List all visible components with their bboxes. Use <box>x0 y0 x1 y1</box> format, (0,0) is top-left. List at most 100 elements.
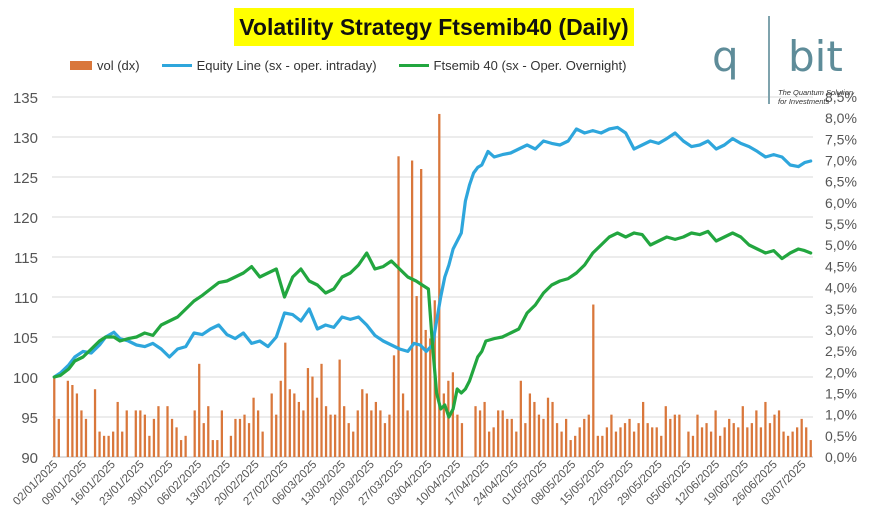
vol-bar <box>270 393 273 457</box>
vol-bar <box>768 423 772 457</box>
vol-bar <box>175 427 178 457</box>
vol-bar <box>302 410 305 457</box>
vol-bar <box>293 393 296 457</box>
vol-bar <box>356 410 359 457</box>
vol-bar <box>655 427 658 457</box>
left-tick-label: 135 <box>13 90 38 107</box>
left-tick-label: 125 <box>13 170 38 187</box>
vol-bar <box>447 380 450 457</box>
vol-bar <box>723 427 726 457</box>
vol-bar <box>429 338 432 457</box>
vol-bar <box>555 423 559 457</box>
vol-bar <box>424 329 427 457</box>
vol-bar <box>352 431 355 457</box>
left-tick-label: 130 <box>13 130 38 147</box>
vol-bar <box>809 440 812 457</box>
vol-bar <box>207 406 210 457</box>
vol-bar <box>98 431 101 457</box>
vol-bar <box>483 401 486 457</box>
vol-bar <box>524 423 527 457</box>
left-tick-label: 95 <box>21 410 38 427</box>
vol-bar <box>379 410 382 457</box>
vol-bar <box>746 427 749 457</box>
right-tick-label: 1,5% <box>825 385 857 401</box>
vol-bar <box>361 389 364 457</box>
vol-bar <box>592 304 595 457</box>
vol-bar <box>306 368 310 457</box>
vol-bar <box>139 410 142 457</box>
vol-bar <box>533 401 536 457</box>
logo-tagline-1: The Quantum Solution <box>778 88 854 97</box>
vol-bar <box>57 418 60 457</box>
left-tick-label: 90 <box>21 450 38 467</box>
legend-label-equity: Equity Line (sx - oper. intraday) <box>196 57 377 73</box>
series-lines <box>52 125 813 419</box>
vol-bar <box>551 401 554 457</box>
vol-bar <box>755 410 758 457</box>
right-tick-label: 7,5% <box>825 131 857 147</box>
vol-bar <box>460 423 464 457</box>
vol-bar <box>451 372 455 457</box>
logo-tagline: The Quantum Solution for Investments <box>778 88 853 106</box>
vol-bar <box>216 440 219 457</box>
vol-bar <box>415 296 418 457</box>
vol-bar <box>791 431 794 457</box>
right-tick-label: 4,5% <box>825 258 857 274</box>
vol-bar <box>107 435 110 457</box>
vol-bar <box>501 410 504 457</box>
vol-bar <box>179 440 183 457</box>
vol-bar <box>474 406 477 457</box>
vol-bar <box>343 406 346 457</box>
vol-bar <box>170 418 174 457</box>
vol-bar <box>275 414 278 457</box>
vol-bar <box>184 435 187 457</box>
left-tick-label: 110 <box>14 290 38 307</box>
vol-bar <box>560 431 563 457</box>
vol-bar <box>714 410 717 457</box>
right-tick-label: 4,0% <box>825 280 857 296</box>
vol-bar <box>569 440 572 457</box>
legend-item-vol: vol (dx) <box>70 58 140 73</box>
vol-bar <box>211 440 214 457</box>
legend-swatch-ftsemib <box>398 63 429 67</box>
logo-bit-text: bit <box>788 32 843 81</box>
vol-bar <box>333 414 337 457</box>
vol-bar <box>605 427 609 457</box>
vol-bar <box>198 363 201 457</box>
vol-bar <box>220 410 223 457</box>
vol-bar <box>410 160 414 457</box>
vol-bar <box>732 423 735 457</box>
vol-bar <box>397 156 400 457</box>
vol-bar <box>261 431 264 457</box>
vol-bar <box>148 435 151 457</box>
vol-bar <box>401 393 405 457</box>
vol-bar <box>284 342 287 457</box>
vol-bar <box>578 427 581 457</box>
vol-bar <box>279 380 282 457</box>
vol-bar <box>370 410 373 457</box>
vol-bar <box>777 410 781 457</box>
vol-bar <box>664 406 667 457</box>
vol-bar <box>53 376 56 457</box>
vol-bar <box>93 389 97 457</box>
vol-bar <box>456 414 459 457</box>
vol-bar <box>243 414 246 457</box>
vol-bar <box>759 427 763 457</box>
vol-bar <box>583 418 586 457</box>
vol-bar <box>383 423 387 457</box>
vol-bar <box>392 355 396 457</box>
logo-divider <box>768 16 770 104</box>
vol-bar <box>519 380 522 457</box>
vol-bar <box>646 423 649 457</box>
vol-bar <box>297 401 301 457</box>
vol-bar <box>152 418 156 457</box>
vol-bar <box>338 359 341 457</box>
vol-bar <box>388 414 391 457</box>
gridlines <box>52 96 813 458</box>
logo-tagline-2: for Investments <box>778 97 830 106</box>
right-tick-label: 2,5% <box>825 343 857 359</box>
vol-bar <box>601 435 604 457</box>
legend-item-equity: Equity Line (sx - oper. intraday) <box>161 57 377 73</box>
vol-bar <box>610 414 613 457</box>
vol-bar <box>719 435 722 457</box>
